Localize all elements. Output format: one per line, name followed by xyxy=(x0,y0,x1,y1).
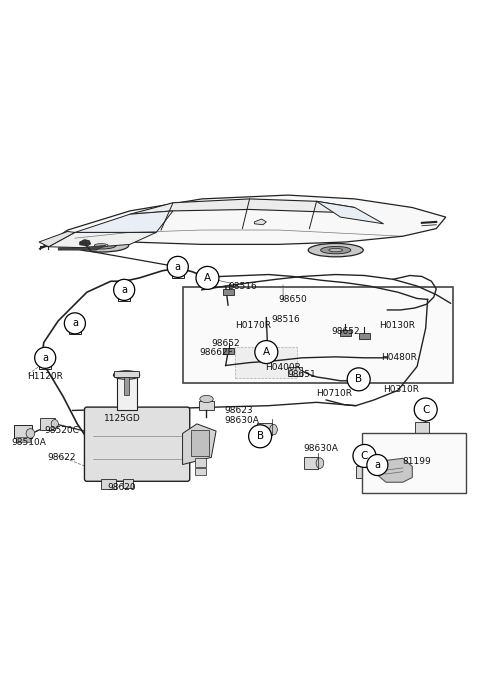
Polygon shape xyxy=(80,240,91,246)
Ellipse shape xyxy=(321,247,351,254)
Circle shape xyxy=(353,445,376,467)
Bar xyxy=(40,418,55,429)
Bar xyxy=(172,270,183,278)
Text: 98630A: 98630A xyxy=(303,445,338,453)
Text: 1125GD: 1125GD xyxy=(104,414,140,423)
Bar xyxy=(182,288,453,383)
Ellipse shape xyxy=(26,429,35,438)
Polygon shape xyxy=(359,333,370,338)
Polygon shape xyxy=(223,348,234,354)
Text: 98520C: 98520C xyxy=(45,425,80,434)
Polygon shape xyxy=(339,330,351,336)
Text: 98510A: 98510A xyxy=(11,438,46,447)
Text: 81199: 81199 xyxy=(403,457,432,466)
Circle shape xyxy=(414,398,437,421)
Ellipse shape xyxy=(270,424,277,435)
Text: 98516: 98516 xyxy=(228,282,257,290)
Polygon shape xyxy=(39,232,75,247)
Polygon shape xyxy=(58,245,106,250)
Text: a: a xyxy=(374,460,380,470)
Text: 98662F: 98662F xyxy=(199,347,233,357)
Polygon shape xyxy=(182,424,216,464)
Bar xyxy=(187,436,201,447)
Circle shape xyxy=(196,266,219,289)
Bar xyxy=(194,458,206,467)
Polygon shape xyxy=(317,201,384,224)
Ellipse shape xyxy=(113,371,140,379)
Bar xyxy=(235,347,298,378)
Text: H0130R: H0130R xyxy=(379,321,415,330)
Bar xyxy=(117,375,137,410)
Bar xyxy=(257,423,272,436)
Polygon shape xyxy=(254,219,266,225)
Circle shape xyxy=(367,454,388,475)
Circle shape xyxy=(64,313,85,334)
Polygon shape xyxy=(48,232,156,248)
Text: 98652: 98652 xyxy=(331,327,360,336)
Text: a: a xyxy=(72,319,78,328)
Bar xyxy=(288,367,302,376)
Text: 98652: 98652 xyxy=(211,339,240,348)
Text: a: a xyxy=(121,285,127,295)
Circle shape xyxy=(35,347,56,369)
Text: 98622: 98622 xyxy=(48,453,76,462)
Text: 98623: 98623 xyxy=(225,406,253,415)
Text: H0400R: H0400R xyxy=(265,363,301,372)
Text: H0710R: H0710R xyxy=(317,389,353,398)
Bar xyxy=(124,373,129,395)
Text: B: B xyxy=(256,432,264,441)
Text: H0170R: H0170R xyxy=(235,321,271,330)
Text: C: C xyxy=(422,405,430,414)
Bar xyxy=(356,466,371,478)
Text: B: B xyxy=(355,375,362,384)
Polygon shape xyxy=(376,458,412,482)
Text: a: a xyxy=(175,262,181,272)
Polygon shape xyxy=(39,195,446,249)
Ellipse shape xyxy=(316,458,324,469)
Bar xyxy=(415,423,429,434)
Text: 98650: 98650 xyxy=(278,295,307,304)
Bar xyxy=(101,479,116,490)
Text: H0310R: H0310R xyxy=(383,385,419,394)
Ellipse shape xyxy=(200,395,213,403)
FancyBboxPatch shape xyxy=(84,407,190,482)
Ellipse shape xyxy=(95,244,108,247)
Bar xyxy=(16,437,30,442)
Polygon shape xyxy=(75,211,173,232)
Text: C: C xyxy=(361,451,368,461)
Bar xyxy=(199,401,214,410)
Circle shape xyxy=(249,425,272,448)
Ellipse shape xyxy=(74,238,129,252)
Circle shape xyxy=(167,256,188,277)
Circle shape xyxy=(347,368,370,391)
Bar xyxy=(123,479,133,488)
Ellipse shape xyxy=(308,243,363,257)
Text: H0480R: H0480R xyxy=(381,353,417,362)
Text: 98620: 98620 xyxy=(108,484,136,493)
Bar xyxy=(304,457,318,469)
Bar xyxy=(114,371,139,377)
Bar xyxy=(362,434,467,493)
Polygon shape xyxy=(130,199,355,214)
Text: A: A xyxy=(263,347,270,357)
Ellipse shape xyxy=(86,242,116,249)
Bar xyxy=(39,361,51,369)
Circle shape xyxy=(255,340,278,364)
Bar xyxy=(194,468,206,475)
Text: 98630A: 98630A xyxy=(225,416,260,425)
Bar xyxy=(69,327,81,334)
Bar xyxy=(14,425,32,438)
Text: H1120R: H1120R xyxy=(27,371,63,380)
Ellipse shape xyxy=(329,249,343,252)
Polygon shape xyxy=(223,289,234,295)
Text: 98651: 98651 xyxy=(287,370,316,379)
Text: a: a xyxy=(42,353,48,363)
Text: A: A xyxy=(204,273,211,283)
Ellipse shape xyxy=(51,419,59,428)
Bar xyxy=(191,429,209,456)
Circle shape xyxy=(114,279,135,301)
Text: 98516: 98516 xyxy=(271,315,300,324)
Bar xyxy=(119,293,130,301)
